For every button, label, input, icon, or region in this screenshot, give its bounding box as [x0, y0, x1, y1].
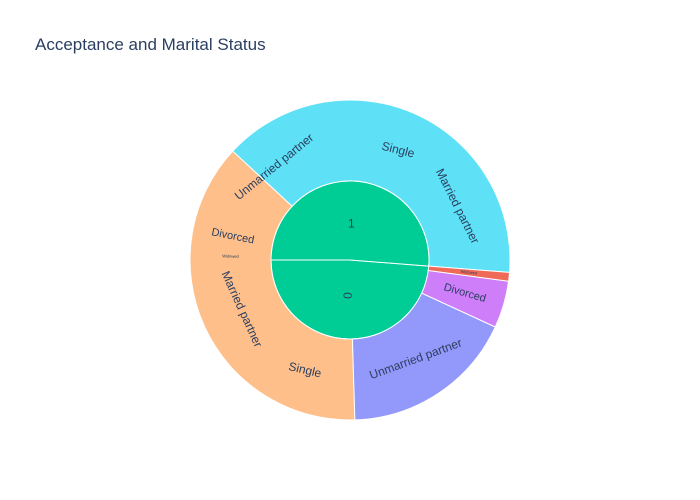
sector-label-parent-1: 1 [348, 217, 355, 231]
sector-label-0-widowed: Widowed [222, 253, 239, 258]
sector-label-1-widowed: Widowed [460, 269, 477, 276]
chart-title: Acceptance and Marital Status [35, 35, 266, 54]
sector-1-unmarried-partner [351, 292, 496, 421]
sector-1-married-partner [189, 150, 356, 421]
sector-label-parent-0: 0 [341, 292, 355, 300]
sunburst-sectors [189, 99, 511, 421]
sector-1-divorced [421, 269, 510, 328]
sector-1-widowed [427, 265, 511, 282]
sector-1-single [231, 99, 511, 273]
